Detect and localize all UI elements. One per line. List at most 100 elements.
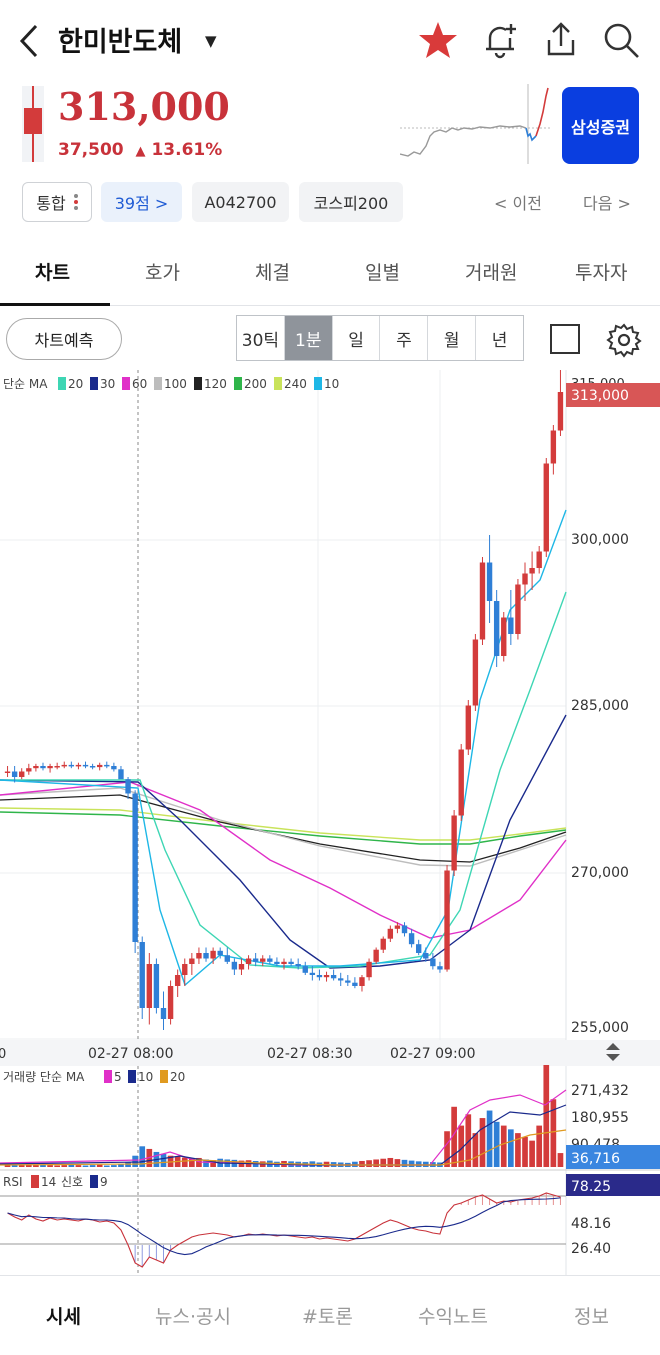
candle-body (302, 966, 308, 973)
index-chip[interactable]: 코스피200 (299, 182, 403, 222)
candle-body (295, 964, 301, 967)
prev-stock-link[interactable]: < 이전 (494, 194, 542, 213)
volume-bar (479, 1118, 486, 1167)
integrated-market-chip[interactable]: 통합 (22, 182, 92, 222)
volume-bar (359, 1160, 365, 1167)
ma-legend-swatch (194, 377, 202, 390)
volume-tick: 180,955 (571, 1110, 629, 1126)
candle-body (26, 768, 32, 772)
nav-info[interactable]: 정보 (574, 1306, 609, 1328)
nav-returns-note[interactable]: 수익노트 (418, 1306, 488, 1328)
tab-chart[interactable]: 차트 (35, 262, 70, 284)
candle-body (359, 977, 365, 986)
ma-legend-period: 20 (68, 377, 83, 391)
candle-body (394, 925, 401, 929)
volume-bar (196, 1157, 202, 1167)
volume-bar (11, 1164, 18, 1167)
candle-body (316, 975, 323, 978)
candle-body (139, 942, 145, 1008)
ma-legend-prefix: 단순 MA (3, 377, 48, 391)
bell-add-icon[interactable] (480, 20, 520, 60)
candle-body (33, 766, 39, 769)
candle-body (4, 771, 11, 773)
candle-body (401, 925, 408, 934)
x-tick: 02-27 08:30 (267, 1046, 352, 1062)
broker-order-button[interactable]: 삼성증권 (562, 87, 639, 164)
volume-bar (33, 1165, 39, 1167)
candle-body (543, 463, 549, 552)
period-30tick[interactable]: 30틱 (237, 316, 285, 360)
volume-bar (380, 1158, 387, 1167)
fullscreen-icon[interactable] (550, 324, 580, 354)
volume-ma-swatch (160, 1070, 168, 1083)
candle-body (196, 953, 202, 959)
star-icon[interactable] (418, 20, 458, 60)
period-week[interactable]: 주 (380, 316, 429, 360)
volume-bar (451, 1106, 457, 1167)
candle-body (380, 938, 386, 950)
volume-bar (522, 1136, 528, 1167)
period-selector: 30틱 1분 일 주 월 년 (236, 315, 524, 361)
volume-bar (47, 1165, 53, 1167)
stock-code-chip[interactable]: A042700 (192, 182, 289, 222)
volume-ma-5-line (0, 1089, 567, 1166)
period-day[interactable]: 일 (333, 316, 381, 360)
tab-brokers[interactable]: 거래원 (465, 262, 518, 284)
tab-daily[interactable]: 일별 (365, 262, 400, 284)
volume-bar (529, 1140, 535, 1167)
current-price-tag-bg (566, 383, 660, 407)
candle-body (472, 639, 479, 706)
tab-trades[interactable]: 체결 (255, 262, 290, 284)
nav-discussion[interactable]: #토론 (302, 1306, 353, 1328)
period-year[interactable]: 년 (491, 330, 508, 351)
share-icon[interactable] (541, 20, 581, 60)
volume-bar (75, 1165, 82, 1167)
ma-legend-swatch (234, 377, 242, 390)
tab-investors[interactable]: 투자자 (575, 262, 628, 284)
candlesticks (4, 370, 564, 1030)
next-stock-link[interactable]: 다음 > (583, 194, 631, 213)
back-icon[interactable] (14, 22, 44, 60)
volume-bar (401, 1159, 408, 1167)
nav-quote[interactable]: 시세 (46, 1306, 81, 1328)
volume-bar (472, 1133, 479, 1167)
candle-body (550, 430, 557, 464)
tab-orderbook[interactable]: 호가 (145, 262, 180, 284)
candle-body (97, 764, 103, 768)
candle-body (529, 568, 535, 574)
nav-news[interactable]: 뉴스·공시 (155, 1306, 231, 1328)
period-month[interactable]: 월 (428, 316, 477, 360)
stock-name[interactable]: 한미반도체 (58, 27, 183, 58)
rsi-tick: 48.16 (571, 1216, 611, 1232)
candle-body (111, 766, 117, 770)
volume-bar (89, 1165, 96, 1167)
up-arrow-icon: ▲ (135, 144, 146, 159)
volume-bar (18, 1165, 25, 1167)
candle-body (274, 961, 280, 964)
volume-bar (68, 1164, 75, 1167)
current-price: 313,000 (58, 84, 230, 129)
volume-bar (167, 1155, 174, 1167)
candle-body (288, 961, 294, 964)
volume-bar (125, 1162, 131, 1167)
ma-legend-period: 60 (132, 377, 147, 391)
volume-tick: 271,432 (571, 1083, 629, 1099)
candle-body (465, 705, 471, 750)
period-1min[interactable]: 1분 (284, 316, 333, 360)
search-icon[interactable] (601, 20, 641, 60)
rsi-legend-prefix: RSI (3, 1175, 23, 1189)
chevron-down-icon[interactable]: ▼ (205, 32, 217, 50)
volume-ma-swatch (128, 1070, 136, 1083)
volume-ma-period: 20 (170, 1070, 185, 1084)
gear-icon[interactable] (606, 322, 642, 358)
score-chip[interactable]: 39점 > (101, 182, 182, 222)
volume-current-tag: 36,716 (571, 1151, 620, 1167)
candle-body (217, 950, 223, 956)
volume-bar (96, 1164, 103, 1167)
intraday-sparkline[interactable] (400, 84, 550, 164)
ma-legend-period: 120 (204, 377, 227, 391)
chart-prediction-button[interactable]: 차트예측 (6, 318, 122, 360)
volume-tag-bg (566, 1145, 660, 1169)
